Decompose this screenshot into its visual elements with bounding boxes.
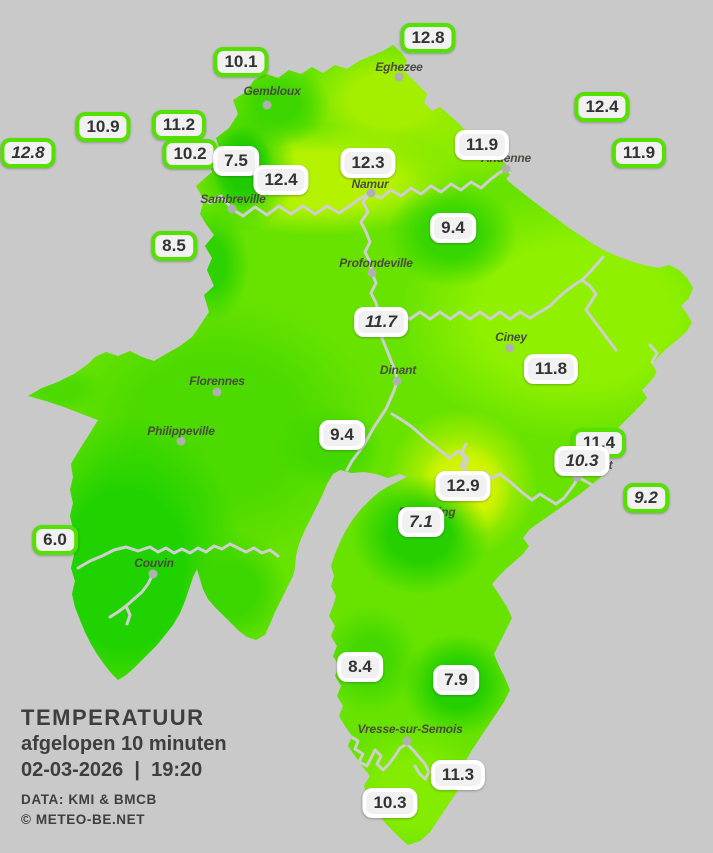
river-meuse-north [368,167,521,200]
temperature-badge: 7.1 [398,507,444,537]
legend: TEMPERATUUR afgelopen 10 minuten 02-03-2… [21,706,227,828]
temperature-badge: 9.4 [430,213,476,243]
city-label-philippeville: Philippeville [147,424,215,438]
temperature-badge: 12.8 [400,23,456,53]
temperature-badge: 9.2 [623,483,669,513]
temperature-badge: 10.3 [362,788,418,818]
city-dot-rochefort [572,472,582,482]
city-dot-sambreville [227,204,237,214]
city-dot-philippeville [176,436,186,446]
temperature-badge: 10.1 [213,47,269,77]
river-couvin-branch [124,604,132,626]
river-viroin [76,542,280,570]
temperature-badge: 10.2 [162,139,218,169]
legend-source: DATA: KMI & BMCB [21,792,157,807]
temperature-badge: 9.4 [319,420,365,450]
city-dot-florennes [212,387,222,397]
city-dot-couvin [148,569,158,579]
temperature-badge: 12.3 [340,148,396,178]
temperature-badge: 7.9 [433,665,479,695]
legend-copyright: © METEO-BE.NET [21,812,146,827]
temperature-badge: 12.8 [0,138,56,168]
river-lesse [390,412,604,506]
temperature-badge: 6.0 [32,525,78,555]
temperature-badge: 11.3 [430,760,486,790]
temperature-badge: 12.4 [574,92,630,122]
river-bocq-branch [580,255,605,282]
city-label-ciney: Ciney [495,330,527,344]
temperature-badge: 11.2 [151,110,207,140]
legend-subtitle: afgelopen 10 minuten [21,733,227,755]
city-dot-profondeville [367,268,377,278]
city-dot-eghezee [394,72,404,82]
river-semois [348,734,431,781]
river-bocq [377,278,618,352]
legend-title: TEMPERATUUR [21,705,205,730]
city-label-profondeville: Profondeville [339,256,413,270]
city-label-sambreville: Sambreville [200,192,266,206]
city-label-couvin: Couvin [134,556,174,570]
temperature-badge: 10.9 [75,112,131,142]
city-dot-gembloux [262,100,272,110]
temperature-badge: 10.3 [554,446,610,476]
temperature-badge: 8.5 [151,231,197,261]
city-dot-vresse-sur-semois [402,736,412,746]
river-sambre [196,191,372,218]
temperature-badge: 11.9 [611,138,667,168]
city-label-eghezee: Eghezee [375,60,423,74]
rivers [76,167,661,781]
city-dot-dinant [392,376,402,386]
temperature-badge: 7.5 [213,146,259,176]
river-lesse-branch [460,442,470,475]
temperature-badge: 12.4 [253,165,309,195]
river-couvin-south [108,572,155,619]
temperature-badge: 11.9 [454,130,510,160]
temperature-badge: 11.8 [523,354,579,384]
city-dot-namur [366,188,376,198]
city-dot-andenne [501,164,511,174]
legend-datetime: 02-03-2026 | 19:20 [21,759,203,781]
city-label-namur: Namur [351,177,389,191]
city-label-vresse-sur-semois: Vresse-sur-Semois [357,722,463,736]
city-label-gembloux: Gembloux [243,84,301,98]
temperature-badge: 11.7 [354,307,408,337]
temperature-badge: 8.4 [337,652,383,682]
temperature-badge: 12.9 [435,471,491,501]
river-meuse-south [345,191,399,472]
city-label-florennes: Florennes [189,374,245,388]
city-dot-ciney [505,343,515,353]
city-label-dinant: Dinant [379,363,417,377]
